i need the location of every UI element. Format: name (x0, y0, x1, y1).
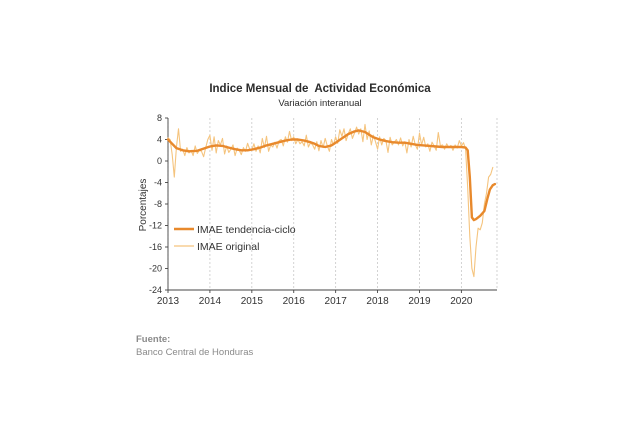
x-tick-label: 2016 (283, 296, 306, 307)
y-tick-label: -16 (149, 242, 162, 252)
x-tick-label: 2018 (366, 296, 389, 307)
x-tick-label: 2019 (408, 296, 431, 307)
y-tick-label: 8 (157, 113, 162, 123)
legend-label-tendencia: IMAE tendencia-ciclo (197, 224, 296, 236)
source-text: Banco Central de Honduras (136, 347, 254, 358)
legend-label-original: IMAE original (197, 241, 259, 253)
chart-subtitle: Variación interanual (278, 98, 362, 109)
series-lines (166, 123, 497, 278)
y-tick-label: -4 (154, 178, 162, 188)
chart-title: Indice Mensual de Actividad Económica (209, 83, 431, 95)
series-line-tendencia (166, 129, 497, 222)
x-tick-label: 2020 (450, 296, 473, 307)
x-tick-label: 2015 (241, 296, 264, 307)
y-tick-label: -12 (149, 221, 162, 231)
y-axis-label: Porcentajes (138, 179, 149, 232)
y-tick-label: -8 (154, 199, 162, 209)
x-tick-label: 2017 (325, 296, 348, 307)
y-tick-label: -24 (149, 285, 162, 295)
legend: IMAE tendencia-ciclo IMAE original (174, 224, 296, 253)
y-tick-label: 4 (157, 135, 162, 145)
x-tick-label: 2013 (157, 296, 180, 307)
y-tick-label: 0 (157, 156, 162, 166)
x-tick-label: 2014 (199, 296, 222, 307)
y-tick-label: -20 (149, 264, 162, 274)
source-label: Fuente: (136, 334, 171, 345)
